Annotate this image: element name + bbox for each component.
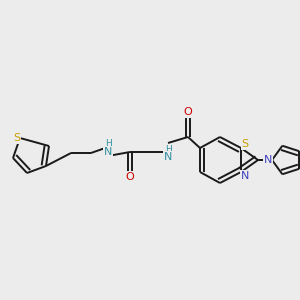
Text: O: O <box>126 172 134 182</box>
Text: H: H <box>105 140 111 148</box>
Text: H: H <box>165 145 171 154</box>
Text: S: S <box>242 139 249 149</box>
Text: N: N <box>104 147 112 157</box>
Text: N: N <box>264 155 272 165</box>
Text: N: N <box>241 171 249 181</box>
Text: N: N <box>164 152 172 162</box>
Text: S: S <box>14 133 21 143</box>
Text: O: O <box>184 107 192 117</box>
